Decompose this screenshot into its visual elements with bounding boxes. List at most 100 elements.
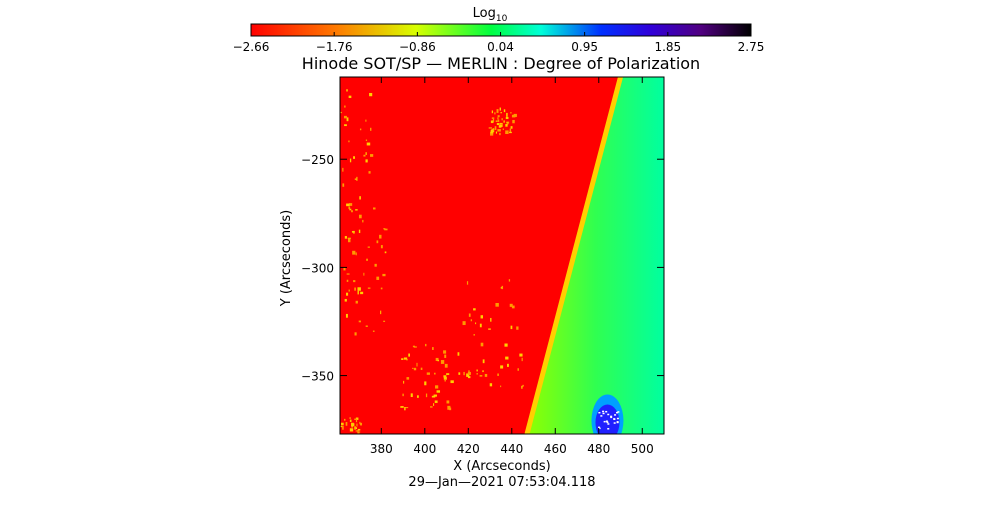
- speckle-mark: [331, 204, 332, 206]
- speckle-mark: [357, 428, 361, 431]
- plot-frame: [339, 76, 665, 435]
- speckle-mark: [379, 234, 382, 239]
- speckle-mark: [334, 213, 337, 214]
- speckle-mark: [355, 418, 358, 423]
- y-axis: −250 −300 −350: [301, 153, 664, 384]
- speckle-mark: [354, 332, 357, 336]
- hot-spot: [591, 394, 624, 434]
- speckle-mark: [360, 434, 363, 437]
- speckle-mark: [357, 290, 359, 295]
- speckle-mark: [337, 105, 338, 106]
- speckle-mark: [408, 353, 411, 357]
- speckle-mark: [354, 178, 357, 180]
- speckle-mark: [342, 183, 345, 187]
- speckle-mark: [413, 346, 417, 348]
- speckle-mark: [335, 207, 338, 211]
- speckle-mark: [479, 323, 482, 328]
- speckle-mark: [331, 207, 333, 210]
- speckle-mark: [348, 206, 351, 210]
- hot-spot-speck: [613, 422, 616, 424]
- speckle-mark: [491, 110, 494, 114]
- speckle-mark: [367, 246, 370, 248]
- speckle-mark: [351, 423, 355, 426]
- speckle-mark: [468, 370, 470, 373]
- speckle-mark: [406, 359, 408, 361]
- speckle-mark: [500, 286, 502, 289]
- speckle-mark: [383, 320, 386, 322]
- speckle-mark: [356, 442, 359, 444]
- limb-line: [524, 77, 623, 434]
- speckle-mark: [358, 435, 359, 437]
- speckle-mark: [351, 231, 355, 233]
- speckle-mark: [512, 119, 515, 124]
- speckle-mark: [351, 425, 353, 428]
- speckle-mark: [355, 209, 358, 211]
- speckle-mark: [402, 393, 404, 397]
- speckle-mark: [361, 440, 363, 444]
- speckle-mark: [403, 380, 405, 384]
- hot-spot-speck: [616, 421, 619, 424]
- speckle-mark: [416, 362, 418, 367]
- speckle-mark: [480, 315, 484, 319]
- speckle-mark: [517, 368, 519, 371]
- plot-area: [328, 77, 664, 446]
- speckle-mark: [505, 356, 509, 360]
- speckle-mark: [346, 89, 348, 92]
- speckle-mark: [509, 303, 513, 307]
- speckle-mark: [337, 142, 339, 143]
- speckle-mark: [444, 354, 447, 358]
- speckle-mark: [358, 431, 361, 433]
- y-tick-label: −350: [301, 370, 334, 384]
- speckle-mark: [348, 95, 352, 99]
- speckle-mark: [353, 280, 356, 283]
- speckle-mark: [380, 245, 383, 249]
- speckle-mark: [362, 219, 364, 223]
- hot-spot-speck: [607, 428, 610, 430]
- speckle-mark: [446, 400, 450, 404]
- speckle-mark: [349, 158, 352, 163]
- speckle-mark: [424, 381, 427, 386]
- speckle-mark: [494, 126, 497, 130]
- hot-spot-speck: [607, 423, 610, 425]
- colorbar-tick-label: 2.75: [738, 40, 765, 54]
- speckle-mark: [365, 152, 367, 156]
- speckle-mark: [349, 208, 352, 211]
- y-tick-label: −250: [301, 153, 334, 167]
- speckle-mark: [489, 383, 493, 387]
- speckle-mark: [449, 407, 452, 411]
- colorbar-tick-label: −0.86: [399, 40, 436, 54]
- speckle-mark: [443, 350, 447, 354]
- speckle-mark: [495, 302, 499, 307]
- speckle-mark: [458, 372, 461, 375]
- speckle-mark: [500, 112, 502, 114]
- speckle-mark: [328, 144, 331, 148]
- speckle-mark: [348, 442, 351, 446]
- speckle-mark: [499, 107, 501, 111]
- speckle-mark: [359, 128, 362, 131]
- speckle-mark: [349, 419, 352, 422]
- speckle-mark: [511, 305, 515, 309]
- speckle-mark: [499, 132, 501, 136]
- speckle-mark: [431, 395, 436, 398]
- speckle-mark: [446, 373, 450, 375]
- speckle-mark: [348, 442, 349, 445]
- speckle-mark: [501, 118, 503, 121]
- speckle-mark: [366, 258, 368, 261]
- speckle-mark: [347, 237, 351, 239]
- speckle-mark: [495, 131, 498, 134]
- speckle-mark: [484, 373, 488, 377]
- speckle-mark: [432, 347, 434, 350]
- colorbar-tick-label: 0.95: [571, 40, 598, 54]
- speckle-mark: [457, 352, 460, 356]
- speckle-mark: [466, 373, 470, 377]
- speckle-mark: [476, 369, 478, 372]
- speckle-mark: [406, 377, 410, 380]
- colorbar: Log10 −2.66 −1.76 −0.86 0.04 0.95 1.85 2.75: [233, 6, 765, 54]
- speckle-mark: [343, 115, 347, 119]
- speckle-mark: [497, 119, 500, 122]
- speckle-mark: [466, 281, 469, 285]
- colorbar-label: Log10: [473, 6, 508, 24]
- speckle-mark: [354, 418, 357, 420]
- speckle-mark: [435, 385, 439, 389]
